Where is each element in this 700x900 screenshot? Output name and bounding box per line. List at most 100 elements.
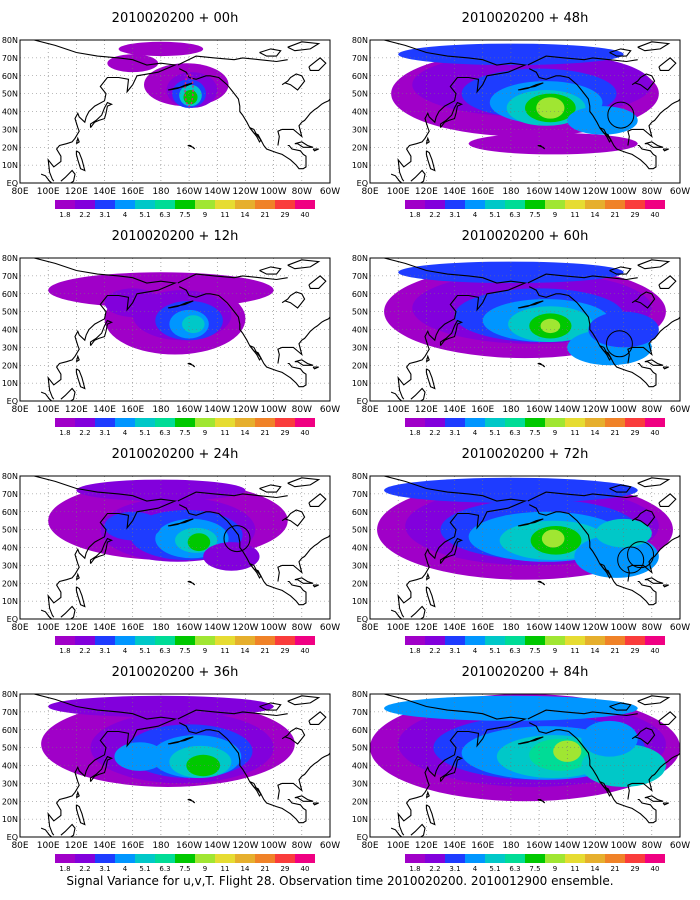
colorbar-label: 5.1 bbox=[489, 211, 500, 219]
variance-contour bbox=[76, 479, 246, 502]
coastline bbox=[527, 709, 638, 720]
colorbar-label: 6.3 bbox=[509, 429, 520, 437]
coastline bbox=[662, 802, 669, 806]
coastline bbox=[631, 509, 656, 527]
coastline bbox=[662, 148, 669, 152]
coastline bbox=[33, 476, 178, 618]
colorbar-swatch bbox=[115, 854, 135, 863]
lon-label: 80E bbox=[361, 187, 378, 197]
lat-label: EQ bbox=[357, 615, 368, 624]
coastline bbox=[89, 101, 114, 128]
coastline bbox=[187, 362, 196, 368]
variance-contour bbox=[183, 90, 198, 105]
lat-label: 50N bbox=[2, 90, 18, 99]
colorbar-label: 7.5 bbox=[179, 647, 190, 655]
variance-contour bbox=[540, 318, 561, 334]
coastline bbox=[281, 509, 306, 527]
lat-label: 50N bbox=[352, 526, 368, 535]
coastline bbox=[425, 586, 436, 608]
variance-contour bbox=[398, 43, 624, 66]
coastline bbox=[259, 48, 282, 57]
lat-label: EQ bbox=[7, 615, 18, 624]
colorbar-swatch bbox=[545, 636, 565, 645]
coastline bbox=[537, 362, 546, 368]
lat-label: 60N bbox=[352, 508, 368, 517]
coastline bbox=[528, 286, 657, 388]
colorbar-label: 4 bbox=[123, 647, 128, 655]
lon-label: 80W bbox=[642, 187, 662, 197]
colorbar-swatch bbox=[605, 418, 625, 427]
colorbar-swatch bbox=[585, 636, 605, 645]
coastline bbox=[40, 173, 53, 183]
coastline bbox=[609, 484, 632, 493]
coastlines bbox=[33, 476, 330, 619]
colorbar-label: 29 bbox=[631, 865, 640, 873]
lon-label: 100W bbox=[261, 187, 287, 197]
coastline bbox=[89, 537, 114, 564]
lon-label: 100E bbox=[37, 187, 60, 197]
colorbar-swatch bbox=[275, 418, 295, 427]
colorbar-label: 9 bbox=[203, 429, 207, 437]
coastline bbox=[177, 55, 288, 66]
colorbar-swatch bbox=[95, 418, 115, 427]
coastline bbox=[644, 795, 664, 802]
colorbar-swatch bbox=[75, 636, 95, 645]
variance-contour bbox=[595, 518, 652, 548]
colorbar-label: 5.1 bbox=[489, 865, 500, 873]
coastline bbox=[609, 48, 632, 57]
colorbar-swatch bbox=[405, 854, 425, 863]
coastline bbox=[75, 150, 86, 172]
variance-shading bbox=[370, 694, 680, 802]
variance-contour bbox=[182, 315, 205, 334]
colorbar-swatch bbox=[465, 636, 485, 645]
variance-contour bbox=[553, 740, 582, 762]
colorbar-label: 2.2 bbox=[429, 211, 440, 219]
coastline bbox=[439, 319, 464, 346]
colorbar-label: 29 bbox=[281, 865, 290, 873]
coastline bbox=[425, 790, 430, 799]
colorbar-label: 6.3 bbox=[159, 865, 170, 873]
colorbar-label: 4 bbox=[473, 647, 478, 655]
coastline bbox=[644, 577, 664, 584]
lon-label: 140E bbox=[93, 405, 116, 415]
lat-label: 60N bbox=[352, 72, 368, 81]
coastline bbox=[178, 68, 307, 170]
lon-label: 80W bbox=[292, 405, 312, 415]
colorbar-label: 2.2 bbox=[79, 865, 90, 873]
coastline bbox=[528, 722, 657, 824]
map-frame bbox=[369, 39, 681, 184]
verification-circle bbox=[223, 525, 251, 553]
lon-label: 60W bbox=[320, 841, 340, 851]
coastline bbox=[187, 798, 196, 804]
colorbar-label: 4 bbox=[123, 429, 128, 437]
colorbar-swatch bbox=[465, 854, 485, 863]
lon-label: 140W bbox=[554, 405, 580, 415]
variance-shading bbox=[377, 477, 673, 580]
lat-label: EQ bbox=[357, 833, 368, 842]
coastline bbox=[308, 57, 327, 71]
coastlines bbox=[383, 258, 680, 401]
coastline bbox=[60, 169, 76, 183]
colorbar-label: 40 bbox=[301, 865, 310, 873]
variance-shading bbox=[48, 479, 288, 571]
lat-label: 20N bbox=[2, 143, 18, 152]
lat-label: 80N bbox=[2, 472, 18, 481]
colorbar-swatch bbox=[525, 200, 545, 209]
colorbar-swatch bbox=[465, 200, 485, 209]
lat-label: 10N bbox=[352, 379, 368, 388]
coastline bbox=[637, 477, 671, 488]
colorbar-swatch bbox=[175, 200, 195, 209]
coastline bbox=[537, 798, 546, 804]
lon-label: 120W bbox=[582, 187, 608, 197]
lat-label: 20N bbox=[2, 579, 18, 588]
lon-label: 140W bbox=[554, 841, 580, 851]
map-frame bbox=[369, 257, 681, 402]
colorbar-swatch bbox=[55, 200, 75, 209]
colorbar-swatch bbox=[235, 854, 255, 863]
coastline bbox=[287, 259, 321, 270]
lon-label: 120W bbox=[232, 405, 258, 415]
colorbar-swatch bbox=[565, 854, 585, 863]
colorbar-swatch bbox=[425, 200, 445, 209]
lat-label: 20N bbox=[352, 797, 368, 806]
coastline bbox=[312, 802, 319, 806]
